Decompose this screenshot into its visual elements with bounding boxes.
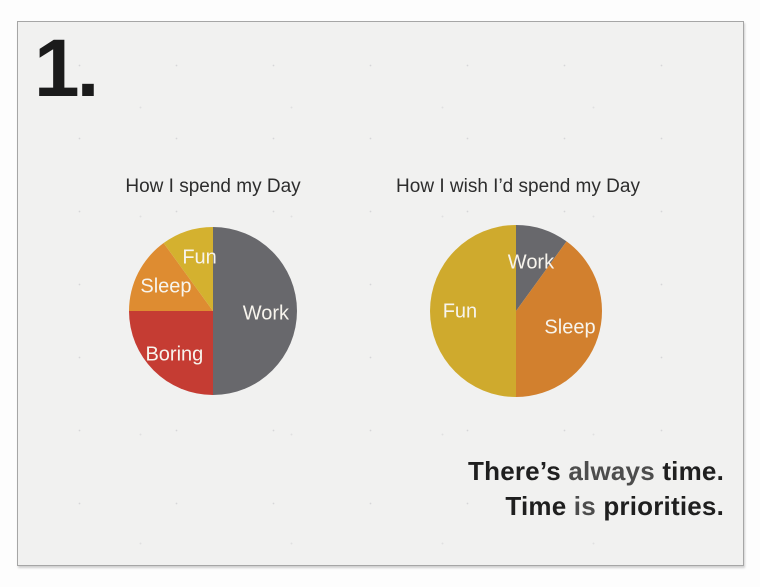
- pie-slice-boring: [129, 311, 213, 395]
- pie-slice-label-work: Work: [242, 302, 290, 325]
- quote-line1-post: time.: [654, 456, 724, 486]
- slide-canvas: 1. How I spend my Day How I wish I’d spe…: [17, 21, 744, 566]
- quote-line2-post: priorities.: [595, 491, 724, 521]
- pie-slice-fun: [163, 227, 213, 311]
- slide-number: 1.: [34, 23, 99, 114]
- quote-line-1: There’s always time.: [468, 454, 724, 489]
- quote-line1-emphasis: always: [568, 456, 655, 486]
- pie-slice-label-fun: Fun: [442, 300, 478, 323]
- pie-slice-label-sleep: Sleep: [544, 316, 596, 339]
- pie-slice-sleep: [516, 241, 602, 397]
- quote-line1-pre: There’s: [468, 456, 569, 486]
- pie-slice-work: [516, 225, 567, 311]
- pie-slice-label-sleep: Sleep: [140, 275, 192, 298]
- quote-line2-pre: Time: [505, 491, 574, 521]
- pie-slice-label-work: Work: [507, 251, 555, 274]
- pie-slice-label-fun: Fun: [182, 246, 217, 269]
- pie-slice-work: [213, 227, 297, 395]
- pie-slice-fun: [430, 225, 516, 397]
- pie-svg-actual-day: [129, 227, 297, 395]
- pie-chart-wished-day: Work Sleep Fun: [430, 225, 602, 397]
- quote-text: There’s always time. Time is priorities.: [468, 454, 724, 524]
- pie-chart-title-wished-day: How I wish I’d spend my Day: [396, 176, 640, 197]
- quote-line-2: Time is priorities.: [468, 489, 724, 524]
- pie-slice-sleep: [129, 243, 213, 311]
- pie-slice-label-boring: Boring: [145, 343, 204, 366]
- pie-svg-wished-day: [430, 225, 602, 397]
- pie-chart-actual-day: Work Boring Sleep Fun: [129, 227, 297, 395]
- quote-line2-emphasis: is: [573, 491, 596, 521]
- pie-chart-title-actual-day: How I spend my Day: [125, 176, 301, 197]
